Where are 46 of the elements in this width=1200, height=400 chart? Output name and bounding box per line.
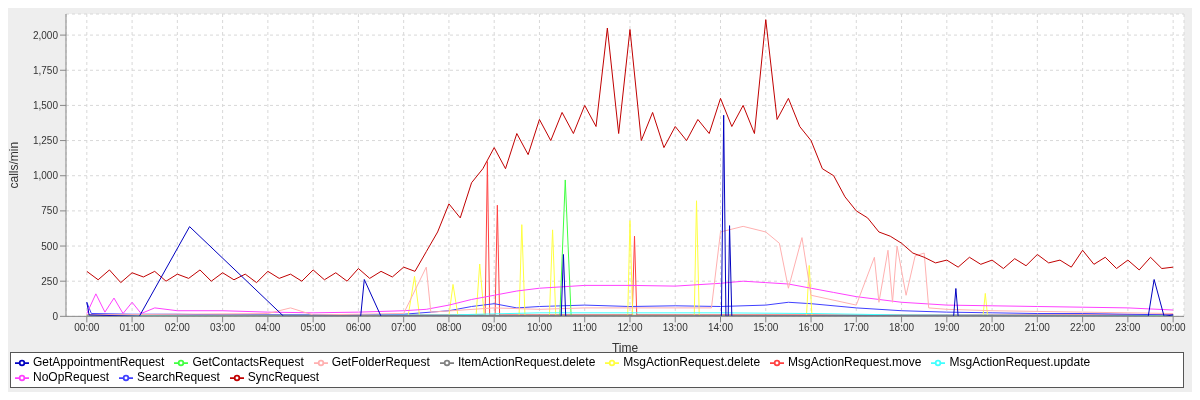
x-tick-label: 11:00 <box>572 322 598 334</box>
y-axis-title: calls/min <box>7 141 22 189</box>
x-tick-label: 13:00 <box>662 322 689 334</box>
x-tick-label: 06:00 <box>345 322 372 334</box>
x-tick-label: 01:00 <box>119 322 146 334</box>
legend-label: ItemActionRequest.delete <box>457 355 596 370</box>
y-tick-label: 250 <box>41 275 59 287</box>
y-tick-label: 0 <box>52 310 59 322</box>
x-tick-label: 18:00 <box>889 322 915 334</box>
x-tick-label: 00:00 <box>1160 322 1187 334</box>
x-axis-title: Time <box>611 341 639 356</box>
legend-label: GetAppointmentRequest <box>33 355 165 370</box>
x-tick-label: 00:00 <box>74 322 100 334</box>
x-tick-label: 05:00 <box>300 322 327 334</box>
y-tick-label: 1,000 <box>32 170 59 182</box>
legend-label: NoOpRequest <box>33 370 110 385</box>
legend-label: GetFolderRequest <box>331 355 430 370</box>
legend-label: MsgActionRequest.update <box>949 355 1091 370</box>
x-tick-label: 21:00 <box>1024 322 1051 334</box>
x-tick-label: 04:00 <box>255 322 281 334</box>
x-tick-label: 12:00 <box>617 322 643 334</box>
legend-label: SearchRequest <box>137 370 220 385</box>
y-tick-label: 500 <box>41 240 59 252</box>
x-tick-label: 17:00 <box>843 322 870 334</box>
legend-label: SyncRequest <box>247 370 320 385</box>
x-tick-label: 22:00 <box>1070 322 1096 334</box>
legend-label: MsgActionRequest.delete <box>623 355 761 370</box>
x-tick-label: 02:00 <box>164 322 191 334</box>
x-tick-label: 10:00 <box>526 322 553 334</box>
x-tick-label: 15:00 <box>753 322 779 334</box>
legend-label: MsgActionRequest.move <box>788 355 922 370</box>
y-tick-label: 1,250 <box>32 135 59 147</box>
y-tick-label: 1,500 <box>32 99 59 111</box>
x-tick-label: 14:00 <box>707 322 734 334</box>
x-tick-label: 08:00 <box>436 322 462 334</box>
x-tick-label: 19:00 <box>934 322 960 334</box>
x-tick-label: 23:00 <box>1115 322 1141 334</box>
x-tick-label: 09:00 <box>481 322 508 334</box>
x-tick-label: 07:00 <box>391 322 417 334</box>
y-tick-label: 750 <box>41 205 59 217</box>
y-tick-label: 1,750 <box>32 64 59 76</box>
y-tick-label: 2,000 <box>32 29 59 41</box>
x-tick-label: 20:00 <box>979 322 1006 334</box>
x-tick-label: 03:00 <box>210 322 236 334</box>
legend-label: GetContactsRequest <box>192 355 304 370</box>
x-tick-label: 16:00 <box>798 322 824 334</box>
